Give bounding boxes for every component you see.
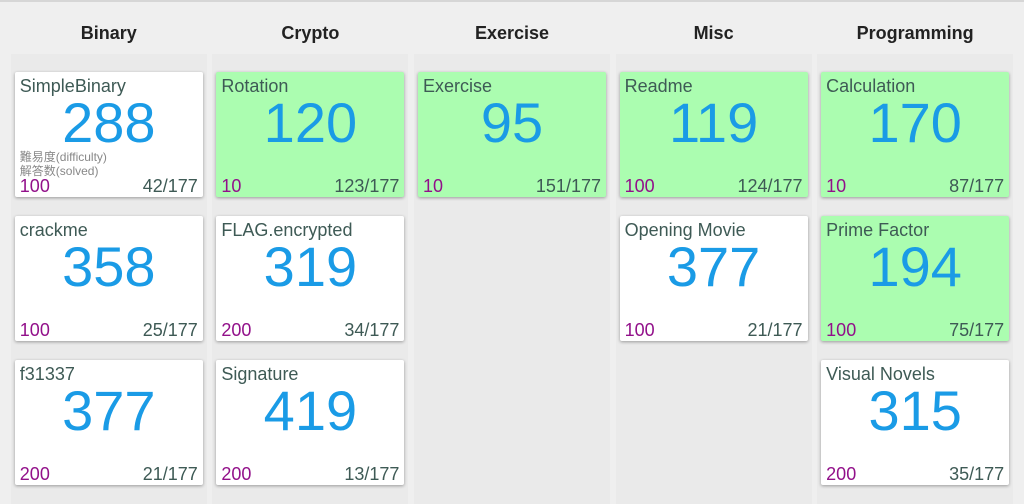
challenge-solved-count: 35/177 [949, 464, 1005, 484]
solved-tooltip: 解答数(solved) [19, 164, 99, 178]
category-lane: Exercise 95 10 151/177 [413, 54, 610, 504]
challenge-difficulty: 100 [624, 320, 655, 340]
challenge-card[interactable]: Exercise 95 10 151/177 [417, 72, 606, 197]
challenge-points: 419 [263, 379, 358, 442]
challenge-points: 120 [263, 91, 358, 154]
category-title: Misc [693, 23, 734, 43]
challenge-name: Readme [624, 76, 693, 96]
challenge-name: Rotation [221, 76, 289, 96]
challenge-name: Signature [221, 364, 299, 384]
challenge-card[interactable]: f31337 377 200 21/177 [14, 360, 203, 485]
challenge-card[interactable]: Signature 419 200 13/177 [216, 360, 405, 485]
challenge-solved-count: 75/177 [949, 320, 1005, 340]
category-column: Exercise Exercise 95 10 151/177 [411, 2, 613, 504]
challenge-card[interactable]: Rotation 120 10 123/177 [216, 72, 405, 197]
challenge-difficulty: 10 [826, 176, 847, 196]
category-column: Crypto Rotation 120 10 123/177 FLAG.encryp… [210, 2, 412, 504]
challenge-solved-count: 21/177 [747, 320, 803, 340]
challenge-difficulty: 10 [221, 176, 242, 196]
challenge-name: SimpleBinary [19, 76, 126, 96]
category-title: Exercise [474, 23, 550, 43]
challenge-points: 194 [868, 235, 962, 298]
challenge-name: crackme [19, 220, 88, 240]
category-column: Programming Calculation 170 10 87/177 Prim… [814, 2, 1016, 504]
challenge-solved-count: 34/177 [344, 320, 400, 340]
challenge-difficulty: 200 [19, 464, 50, 484]
challenge-name: Exercise [422, 76, 493, 96]
challenge-difficulty: 100 [19, 176, 50, 196]
category-title: Programming [856, 23, 974, 43]
category-lane: Readme 119 100 124/177 Opening Movie 377 … [615, 54, 812, 504]
challenge-difficulty: 100 [826, 320, 857, 340]
challenge-points: 288 [62, 91, 156, 154]
challenge-name: Opening Movie [624, 220, 746, 240]
category-lane: Calculation 170 10 87/177 Prime Factor 19… [817, 54, 1014, 504]
challenge-solved-count: 42/177 [142, 176, 198, 196]
challenge-card[interactable]: Readme 119 100 124/177 [619, 72, 808, 197]
challenge-difficulty: 200 [221, 320, 252, 340]
challenge-name: Calculation [826, 76, 916, 96]
category-title: Binary [80, 23, 137, 43]
challenge-difficulty: 10 [422, 176, 444, 196]
challenge-points: 377 [62, 379, 156, 442]
category-lane: SimpleBinary 288 100 42/177 難易度(difficult… [10, 54, 207, 504]
challenge-difficulty: 200 [221, 464, 252, 484]
challenge-difficulty: 100 [624, 176, 655, 196]
challenge-difficulty: 100 [19, 320, 50, 340]
difficulty-tooltip: 難易度(difficulty) [19, 150, 107, 164]
challenge-solved-count: 13/177 [344, 464, 400, 484]
challenge-solved-count: 25/177 [142, 320, 198, 340]
category-column: Binary SimpleBinary 288 100 42/177 難易度(dif… [8, 2, 210, 504]
challenge-name: Visual Novels [826, 364, 935, 384]
challenge-name: FLAG.encrypted [221, 220, 353, 240]
challenge-card[interactable]: crackme 358 100 25/177 [14, 216, 203, 341]
challenge-points: 319 [263, 235, 358, 298]
challenge-card[interactable]: Visual Novels 315 200 35/177 [821, 360, 1010, 485]
challenge-card[interactable]: FLAG.encrypted 319 200 34/177 [216, 216, 405, 341]
challenge-difficulty: 200 [826, 464, 857, 484]
category-title: Crypto [281, 23, 340, 43]
challenge-points: 358 [62, 235, 156, 298]
challenge-solved-count: 21/177 [142, 464, 198, 484]
challenge-solved-count: 151/177 [535, 176, 601, 196]
challenge-points: 170 [868, 91, 962, 154]
challenge-card[interactable]: Opening Movie 377 100 21/177 [619, 216, 808, 341]
challenge-points: 95 [480, 91, 544, 154]
challenge-points: 315 [868, 379, 962, 442]
challenge-solved-count: 87/177 [949, 176, 1005, 196]
challenge-card[interactable]: SimpleBinary 288 100 42/177 難易度(difficult… [14, 72, 203, 197]
category-column: Misc Readme 119 100 124/177 Opening Movie … [613, 2, 815, 504]
challenge-points: 377 [666, 235, 761, 298]
challenge-solved-count: 123/177 [334, 176, 400, 196]
challenge-name: Prime Factor [826, 220, 930, 240]
challenge-card[interactable]: Calculation 170 10 87/177 [821, 72, 1010, 197]
challenge-card[interactable]: Prime Factor 194 100 75/177 [821, 216, 1010, 341]
challenge-name: f31337 [19, 364, 75, 384]
category-lane: Rotation 120 10 123/177 FLAG.encrypted 31… [212, 54, 409, 504]
challenge-points: 119 [668, 91, 759, 154]
challenge-solved-count: 124/177 [737, 176, 803, 196]
